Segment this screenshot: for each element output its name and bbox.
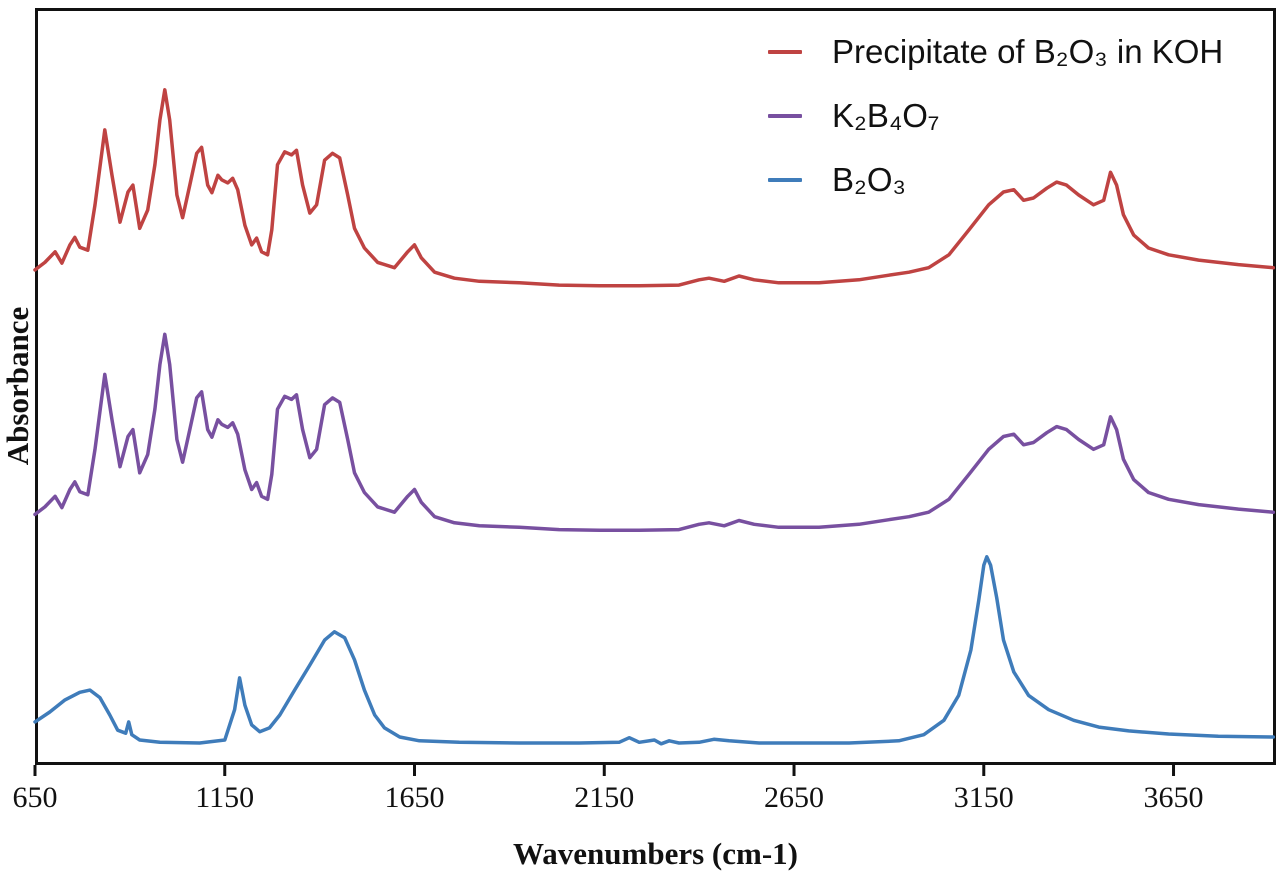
x-tick-label: 2650 [764, 781, 824, 814]
y-axis-title: Absorbance [0, 306, 35, 466]
x-tick-label: 1150 [195, 781, 254, 814]
x-tick-label: 3650 [1144, 781, 1204, 814]
legend-item-b2o3: B₂O₃ [768, 158, 1223, 202]
legend-swatch-k2b4o7 [768, 114, 802, 118]
series-k2b4o7 [33, 332, 1276, 533]
x-tick-label: 2150 [574, 781, 634, 814]
legend-label-k2b4o7: K₂B₄O₇ [832, 97, 940, 134]
legend-label-precipitate-b2o3-koh: Precipitate of B₂O₃ in KOH [832, 33, 1224, 70]
series-b2o3 [33, 555, 1276, 746]
x-axis-title: Wavenumbers (cm-1) [513, 836, 798, 871]
legend-label-b2o3: B₂O₃ [832, 161, 906, 198]
legend-swatch-b2o3 [768, 178, 802, 182]
legend-item-precipitate-b2o3-koh: Precipitate of B₂O₃ in KOH [768, 30, 1223, 74]
x-tick-label: 3150 [954, 781, 1014, 814]
plot-border [35, 8, 1276, 765]
x-tick-label: 1650 [385, 781, 445, 814]
series-precipitate-b2o3-koh [33, 88, 1276, 288]
legend-item-k2b4o7: K₂B₄O₇ [768, 94, 1223, 138]
legend: Precipitate of B₂O₃ in KOH K₂B₄O₇ B₂O₃ [768, 30, 1223, 202]
legend-swatch-precipitate-b2o3-koh [768, 50, 802, 54]
x-tick-label: 650 [13, 781, 58, 814]
